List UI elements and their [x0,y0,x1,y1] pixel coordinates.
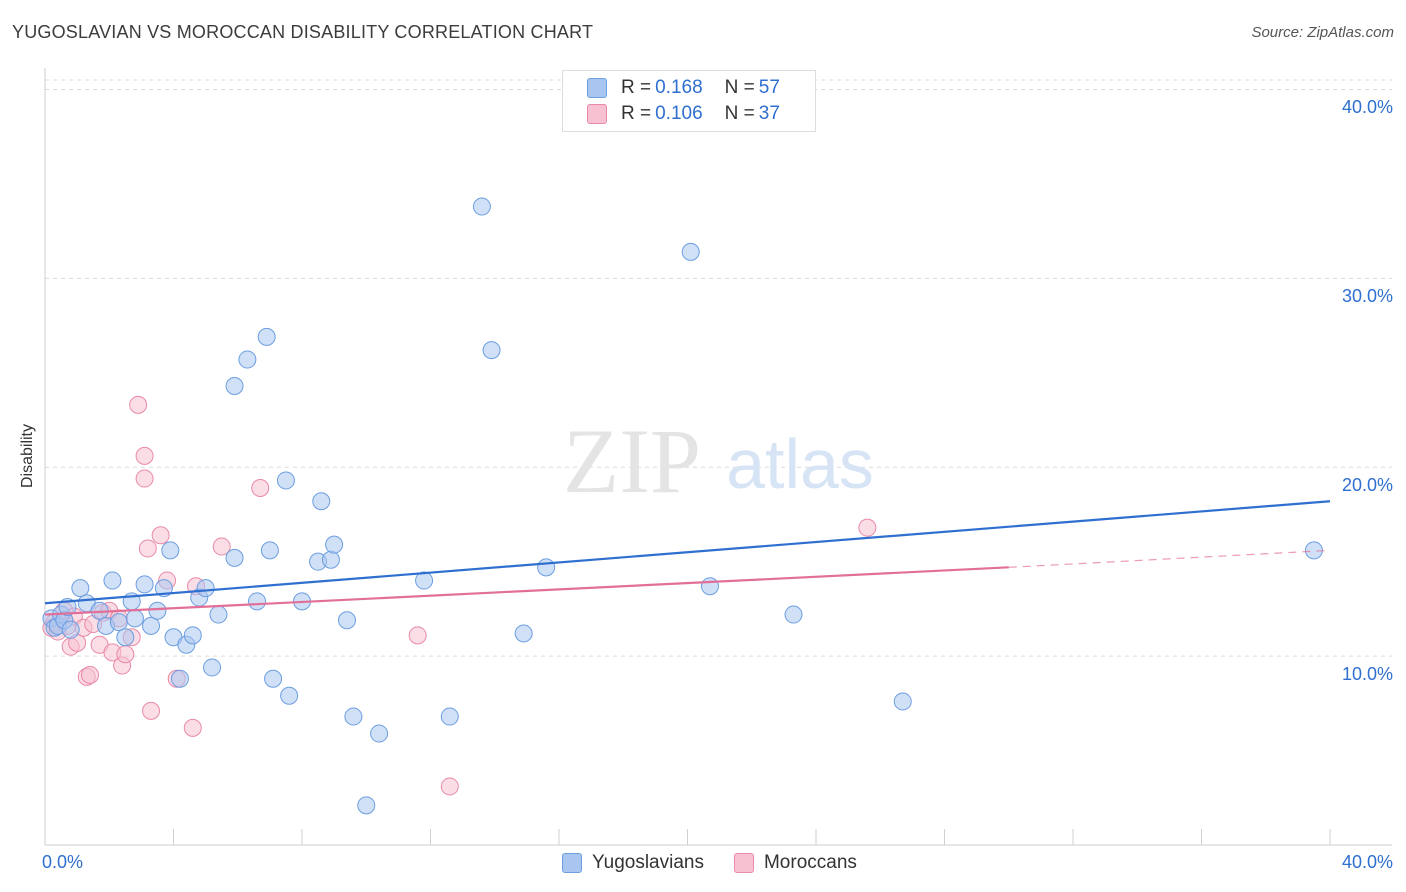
legend-label-moroccans: Moroccans [763,852,857,873]
data-point [344,707,363,726]
data-point [151,526,170,545]
data-point [135,446,154,465]
series-yugoslavians [42,197,1323,815]
data-point [142,616,161,635]
legend-swatch-moroccans [587,104,607,124]
n-label: N = [724,103,755,124]
legend-swatch-moroccans [733,853,754,873]
data-point [260,541,279,560]
legend-item-yugoslavians[interactable]: Yugoslavians [562,852,704,874]
data-point [209,605,228,624]
data-point [858,518,877,537]
axes [44,68,1392,846]
correlation-legend: R = 0.168 N = 57 R = 0.106 N = 37 [562,70,816,132]
data-point [71,579,90,598]
y-tick-label: 30.0% [1341,286,1393,307]
data-point [125,609,144,628]
data-point [225,377,244,395]
legend-swatch-yugoslavians [562,853,582,873]
legend-label-yugoslavians: Yugoslavians [592,852,704,873]
r-label: R = [621,77,652,98]
source-label: Source: ZipAtlas.com [1251,24,1394,41]
data-point [280,686,299,705]
data-point [212,537,231,556]
data-point [61,620,80,639]
data-points [42,197,1323,815]
data-point [370,724,389,743]
y-tick-label: 20.0% [1341,475,1393,496]
data-point [472,197,491,216]
data-point [203,658,222,677]
data-point [170,669,189,688]
data-point [264,669,283,688]
data-point [440,777,459,796]
data-point [148,601,167,620]
data-point [357,796,376,815]
y-tick-label: 40.0% [1341,97,1393,118]
data-point [129,395,148,414]
watermark-atlas: atlas [726,425,874,503]
data-point [183,626,202,645]
legend-swatch-yugoslavians [587,78,607,98]
data-point [135,469,154,488]
data-point [312,492,331,511]
data-point [251,479,270,497]
trend-line-moroccans [44,566,1009,616]
legend-row-yugoslavians: R = 0.168 N = 57 [587,76,784,100]
data-point [116,628,135,647]
data-point [103,571,122,590]
data-point [225,548,244,567]
data-point [784,605,803,624]
r-label: R = [621,103,652,124]
data-point [681,242,700,261]
data-point [196,579,215,598]
trend-line-moroccans-extension [1008,549,1331,568]
data-point [135,575,154,594]
data-point [80,666,99,684]
data-point [138,539,157,558]
n-value: 37 [758,103,780,124]
data-point [276,471,295,490]
data-point [257,327,276,346]
data-point [325,535,344,554]
x-tick-label: 0.0% [42,852,84,872]
n-label: N = [724,77,755,98]
data-point [161,541,180,560]
n-value: 57 [758,77,780,98]
data-point [537,558,556,577]
data-point [337,611,356,630]
r-value: 0.168 [655,77,703,98]
data-point [893,692,912,711]
data-point [482,341,501,360]
watermark-zip: ZIP [563,410,701,512]
data-point [700,577,719,596]
data-point [142,701,161,720]
data-point [116,645,135,664]
data-point [408,626,427,645]
legend-row-moroccans: R = 0.106 N = 37 [587,102,784,126]
series-legend: Yugoslavians Moroccans [562,852,887,874]
legend-item-moroccans[interactable]: Moroccans [733,852,857,874]
data-point [321,550,340,569]
y-tick-label: 10.0% [1341,664,1393,685]
data-point [248,592,267,611]
x-tick-label: 40.0% [1341,852,1393,872]
data-point [183,718,202,737]
data-point [109,613,128,632]
data-point [440,707,459,726]
r-value: 0.106 [655,103,703,124]
data-point [238,350,257,369]
trend-line-yugoslavians [44,500,1331,605]
trend-lines [44,500,1331,616]
chart-title: YUGOSLAVIAN VS MOROCCAN DISABILITY CORRE… [12,22,594,42]
data-point [514,624,533,643]
